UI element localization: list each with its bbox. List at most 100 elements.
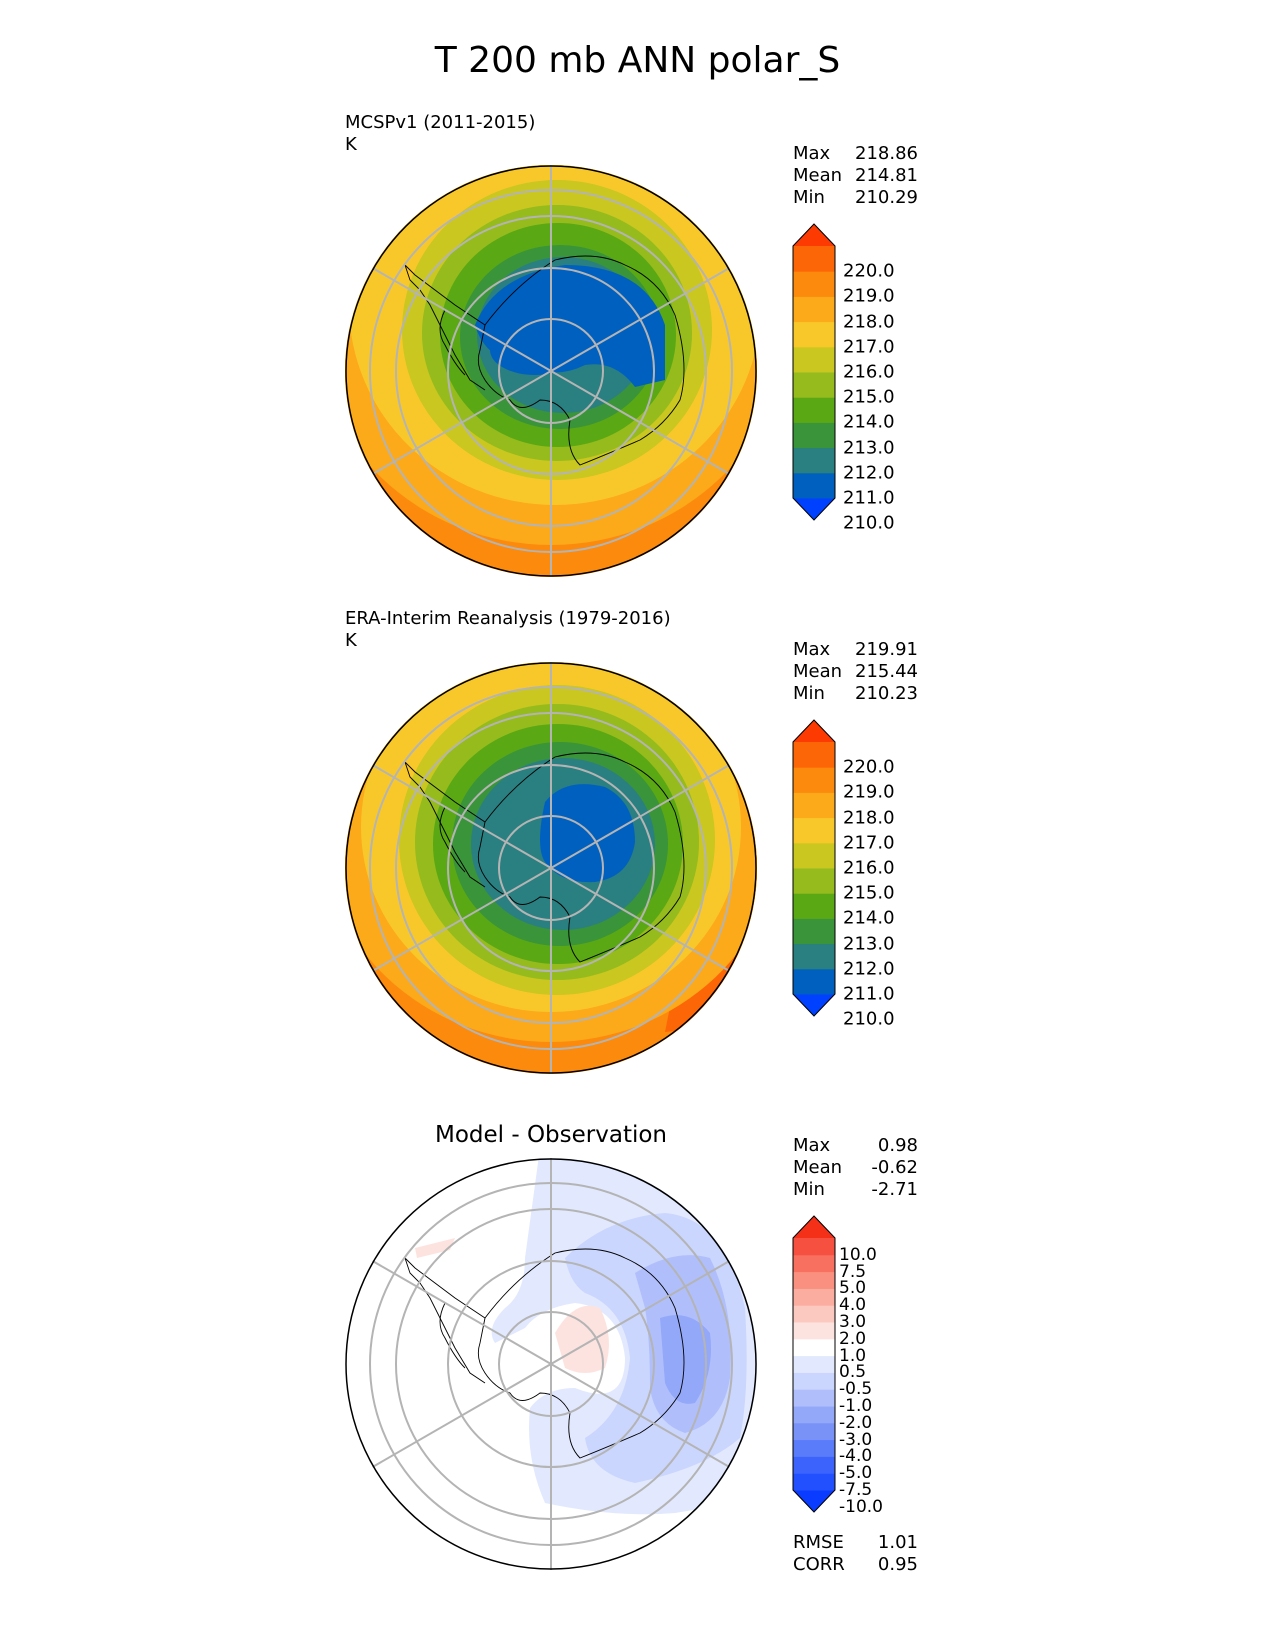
colorbar-tick-label: -7.5	[839, 1480, 873, 1500]
stat-label: Min	[793, 1179, 825, 1200]
colorbar-segment	[793, 1473, 835, 1491]
colorbar-segment	[793, 1238, 835, 1256]
stat-label: Mean	[793, 1157, 843, 1178]
colorbar-tick-label: 220.0	[843, 756, 895, 778]
colorbar-tick-label: 217.0	[843, 832, 895, 854]
field-band	[540, 784, 635, 883]
panel-2-units: K	[345, 630, 357, 651]
coastline	[404, 1248, 685, 1459]
stat-label: Max	[793, 143, 831, 164]
colorbar-segment	[793, 1439, 835, 1457]
colorbar-extend-top	[793, 1216, 835, 1238]
colorbar-segment	[793, 271, 835, 297]
colorbar-tick-label: 217.0	[843, 336, 895, 358]
panel-1-name: MCSPv1 (2011-2015)	[345, 112, 536, 133]
stat-value: 218.86	[855, 143, 918, 164]
colorbar-segment	[793, 296, 835, 323]
colorbar-segment	[793, 246, 835, 272]
colorbar-segment	[793, 1406, 835, 1424]
panel-2-colorbar-labels: 220.0 219.0 218.0 217.0 216.0 215.0 214.0 213.0…	[793, 720, 913, 1030]
colorbar-outline	[792, 719, 836, 1017]
colorbar-segment	[793, 1422, 835, 1441]
panel-2-title: ERA-Interim Reanalysis (1979-2016) K	[345, 608, 671, 652]
colorbar-tick-label: 219.0	[843, 285, 895, 307]
field-band	[415, 1238, 455, 1258]
colorbar-segment	[793, 397, 835, 423]
colorbar-segment	[793, 1322, 835, 1340]
colorbar-tick-label: 216.0	[843, 857, 895, 879]
field-band	[660, 1315, 711, 1404]
colorbar-tick-label: 218.0	[843, 807, 895, 829]
stat-label: CORR	[793, 1554, 845, 1575]
colorbar-tick-label: 211.0	[843, 487, 895, 509]
colorbar-tick-label: 212.0	[843, 462, 895, 484]
colorbar-segment	[793, 893, 835, 919]
colorbar-segment	[793, 792, 835, 819]
colorbar-tick-label: 10.0	[839, 1244, 877, 1265]
stat-value: -0.62	[871, 1157, 918, 1178]
colorbar-tick-label: 213.0	[843, 437, 895, 459]
coastline	[404, 752, 685, 963]
colorbar-segment	[793, 1456, 835, 1474]
colorbar-tick-label: 218.0	[843, 311, 895, 333]
colorbar-tick-label: 214.0	[843, 411, 895, 433]
stat-label: Max	[793, 1135, 831, 1156]
colorbar-segment	[793, 1355, 835, 1373]
colorbar-tick-label: -2.0	[839, 1412, 873, 1433]
panel-3-colorbar	[792, 1215, 836, 1513]
colorbar-tick-label: -1.0	[839, 1396, 873, 1416]
panel-1-map	[345, 165, 757, 577]
field-band	[555, 1305, 609, 1373]
panel-3-stats: Max 0.98 Mean -0.62 Min -2.71	[793, 1135, 918, 1201]
stat-value: 1.01	[877, 1532, 918, 1553]
colorbar-tick-label: -0.5	[839, 1379, 873, 1400]
colorbar-tick-label: 210.0	[843, 512, 895, 534]
stat-value: 210.29	[855, 187, 918, 208]
stat-value: 0.98	[877, 1135, 918, 1156]
panel-2-colorbar	[792, 719, 836, 1017]
graticule	[369, 1158, 733, 1570]
colorbar-tick-label: 219.0	[843, 781, 895, 803]
stat-value: 210.23	[855, 683, 918, 704]
colorbar-outline	[792, 223, 836, 521]
panel-3-map	[345, 1158, 757, 1570]
stat-value: 219.91	[855, 639, 918, 660]
colorbar-extend-top	[793, 720, 835, 742]
panel-2-map	[345, 662, 757, 1074]
colorbar-extend-bottom	[793, 994, 835, 1016]
colorbar-tick-label: 220.0	[843, 260, 895, 282]
colorbar-tick-label: 7.5	[839, 1261, 867, 1282]
colorbar-segment	[793, 868, 835, 894]
panel-2-stats: Max 219.91 Mean 215.44 Min 210.23	[793, 639, 918, 705]
stat-label: Mean	[793, 661, 843, 682]
colorbar-tick-label: -10.0	[839, 1496, 883, 1517]
colorbar-segment	[793, 918, 835, 945]
colorbar-segment	[793, 817, 835, 844]
panel-1-title: MCSPv1 (2011-2015) K	[345, 112, 535, 156]
colorbar-segment	[793, 1288, 835, 1306]
colorbar-segment	[793, 742, 835, 768]
panel-1-stats: Max 218.86 Mean 214.81 Min 210.29	[793, 143, 918, 209]
colorbar-tick-label: 211.0	[843, 983, 895, 1005]
colorbar-tick-label: 213.0	[843, 933, 895, 955]
map-boundary	[345, 1158, 757, 1570]
panel-1-colorbar-labels: 220.0 219.0 218.0 217.0 216.0 215.0 214.0 213.0…	[793, 224, 913, 534]
stat-value: 214.81	[855, 165, 918, 186]
stat-label: RMSE	[793, 1532, 844, 1553]
colorbar-segment	[793, 1271, 835, 1289]
colorbar-tick-label: 214.0	[843, 907, 895, 929]
map-boundary	[345, 662, 757, 1074]
colorbar-tick-label: -5.0	[839, 1463, 873, 1484]
colorbar-tick-label: 5.0	[839, 1278, 867, 1299]
colorbar-tick-label: 212.0	[843, 958, 895, 980]
colorbar-outline	[792, 1215, 836, 1513]
panel-3-extra-stats: RMSE 1.01 CORR 0.95	[793, 1532, 918, 1576]
colorbar-segment	[793, 346, 835, 373]
panel-1-units: K	[345, 134, 357, 155]
colorbar-segment	[793, 321, 835, 348]
colorbar-tick-label: 2.0	[839, 1328, 867, 1349]
coastline	[404, 255, 685, 466]
colorbar-segment	[793, 842, 835, 869]
colorbar-tick-label: 215.0	[843, 386, 895, 408]
colorbar-tick-label: 210.0	[843, 1008, 895, 1030]
